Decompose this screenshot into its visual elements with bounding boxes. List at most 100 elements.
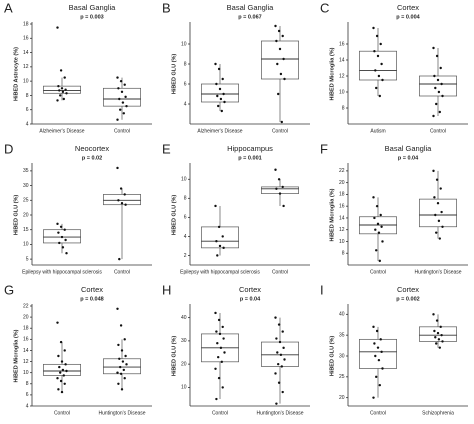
- data-point: [376, 54, 380, 58]
- data-point: [219, 97, 223, 101]
- data-point: [439, 187, 442, 190]
- panel-label: E: [162, 141, 171, 156]
- data-point: [435, 319, 439, 322]
- y-tick-label: 16: [23, 337, 29, 343]
- data-point: [432, 169, 435, 173]
- data-point: [217, 376, 221, 380]
- y-axis-label: HiBED Astrocyte (%): [13, 47, 19, 101]
- box: [103, 87, 141, 107]
- data-point: [275, 39, 278, 43]
- p-value: p = 0.003: [80, 14, 103, 20]
- panel-label: A: [4, 0, 13, 15]
- data-point: [278, 340, 282, 344]
- x-tick-label: Epilepsy with hippocampal sclerosis: [180, 269, 260, 275]
- x-tick-label: Control: [54, 410, 70, 416]
- panel-label: I: [320, 282, 324, 297]
- data-point: [436, 331, 440, 335]
- data-point: [381, 367, 384, 370]
- y-tick-label: 20: [339, 395, 345, 401]
- data-point: [116, 307, 119, 310]
- y-axis-label: HiBED GLU (%): [171, 54, 177, 95]
- y-tick-label: 12: [23, 359, 29, 365]
- y-tick-label: 8: [184, 61, 187, 67]
- data-point: [375, 86, 378, 90]
- x-tick-label: Huntington's Disease: [256, 410, 303, 416]
- data-point: [120, 202, 124, 205]
- y-axis-label: HiBED Microglia (%): [329, 188, 335, 241]
- panel-label: D: [4, 141, 13, 156]
- data-point: [64, 88, 67, 91]
- y-tick-label: 6: [26, 392, 29, 398]
- data-point: [375, 249, 378, 252]
- y-tick-label: 18: [23, 326, 29, 332]
- data-point: [124, 95, 127, 99]
- data-point: [279, 72, 283, 76]
- data-point: [60, 235, 64, 239]
- data-point: [373, 50, 376, 53]
- data-point: [435, 231, 438, 234]
- y-tick-label: 5: [26, 256, 29, 262]
- y-tick-label: 10: [181, 177, 187, 183]
- data-point: [435, 178, 439, 181]
- panel-title: Cortex: [81, 285, 103, 294]
- data-point: [219, 346, 223, 350]
- box: [103, 194, 141, 206]
- y-tick-label: 10: [23, 370, 29, 376]
- p-value: p = 0.048: [80, 296, 103, 302]
- data-point: [62, 374, 65, 377]
- panel: F Basal Ganglia p = 0.04 HiBED Microglia (%…: [320, 141, 468, 275]
- data-point: [59, 225, 63, 228]
- panel-label: G: [4, 282, 14, 297]
- y-tick-label: 2: [184, 253, 187, 259]
- y-tick-label: 8: [342, 105, 345, 111]
- y-tick-label: 20: [181, 361, 187, 367]
- data-point: [223, 100, 226, 104]
- y-tick-label: 4: [184, 234, 187, 240]
- data-point: [57, 354, 60, 358]
- data-point: [57, 231, 60, 234]
- data-point: [381, 78, 384, 82]
- data-point: [375, 375, 378, 379]
- data-point: [274, 372, 277, 375]
- y-tick-label: 10: [339, 239, 345, 245]
- data-point: [375, 329, 379, 333]
- data-point: [59, 371, 62, 374]
- p-value: p = 0.004: [396, 14, 420, 20]
- data-point: [373, 216, 376, 220]
- y-tick-label: 4: [26, 121, 29, 127]
- panel-title: Cortex: [397, 285, 419, 294]
- y-tick-label: 12: [339, 73, 345, 79]
- data-point: [117, 87, 120, 90]
- data-point: [217, 355, 220, 359]
- x-tick-label: Alzheimer's Disease: [197, 128, 242, 134]
- data-point: [373, 342, 376, 345]
- data-point: [118, 357, 121, 360]
- y-tick-label: 6: [26, 107, 29, 113]
- data-point: [276, 62, 279, 66]
- box: [359, 50, 397, 81]
- y-tick-label: 16: [339, 204, 345, 210]
- y-tick-label: 12: [339, 227, 345, 233]
- data-point: [119, 372, 123, 375]
- panel-title: Basal Ganglia: [227, 3, 275, 12]
- panel-title: Basal Ganglia: [385, 144, 433, 153]
- x-tick-label: Huntington's Disease: [414, 269, 461, 275]
- data-point: [122, 368, 126, 372]
- data-point: [375, 204, 379, 208]
- y-tick-label: 10: [23, 242, 29, 248]
- box: [43, 85, 81, 94]
- data-point: [440, 333, 443, 337]
- p-value: p = 0.04: [398, 155, 419, 161]
- data-point: [372, 26, 375, 30]
- x-tick-label: Huntington's Disease: [98, 410, 145, 416]
- data-point: [372, 396, 375, 399]
- data-point: [120, 388, 124, 391]
- box: [201, 226, 239, 249]
- data-point: [220, 360, 223, 364]
- data-point: [222, 246, 225, 250]
- data-point: [56, 26, 59, 29]
- data-point: [374, 228, 377, 231]
- data-point: [377, 231, 381, 234]
- data-point: [378, 259, 381, 263]
- data-point: [378, 383, 381, 387]
